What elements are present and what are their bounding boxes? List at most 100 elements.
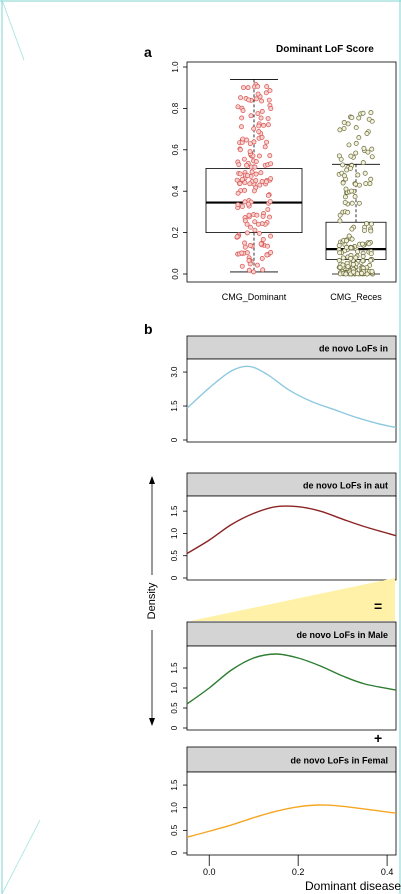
- data-point: [239, 204, 245, 209]
- data-point: [342, 194, 348, 200]
- data-point: [340, 162, 346, 168]
- data-point: [251, 126, 257, 132]
- data-point: [251, 269, 257, 275]
- data-point: [256, 129, 262, 135]
- strip-title: de novo LoFs in aut: [303, 481, 388, 491]
- data-point: [365, 149, 371, 155]
- data-point: [239, 124, 244, 130]
- data-point: [356, 135, 362, 141]
- data-point: [258, 170, 264, 176]
- data-point: [360, 110, 366, 116]
- x-category-label: CMG_Reces: [330, 292, 382, 302]
- data-point: [268, 106, 274, 111]
- data-point: [254, 262, 260, 268]
- page-curl-line: [1, 819, 41, 894]
- data-point: [265, 243, 271, 249]
- data-point: [366, 241, 372, 247]
- y-tick-label: 0.5: [170, 550, 179, 562]
- data-point: [244, 162, 249, 168]
- density-arrowhead-down: [149, 718, 155, 726]
- plus-operator: +: [374, 730, 382, 746]
- data-point: [237, 147, 243, 153]
- data-point: [349, 236, 355, 242]
- data-point: [254, 212, 260, 218]
- data-point: [351, 269, 356, 275]
- data-point: [235, 202, 241, 208]
- data-point: [237, 180, 243, 186]
- data-point: [353, 125, 359, 131]
- data-point: [349, 226, 355, 232]
- data-point: [362, 170, 368, 176]
- data-point: [264, 252, 270, 258]
- data-point: [336, 257, 342, 263]
- box-plot-panel: 0.0 0.2 0.4 0.6 0.8 1.0 CMG_Dominant CMG_Reces: [171, 61, 397, 302]
- data-point: [236, 162, 242, 168]
- data-point: [237, 171, 243, 177]
- data-point: [239, 176, 245, 182]
- x-tick-label: 0.4: [381, 867, 394, 877]
- data-point: [241, 156, 247, 162]
- data-point: [364, 221, 369, 227]
- panel-b-label: b: [144, 321, 153, 337]
- data-point: [268, 176, 274, 182]
- data-point: [235, 190, 241, 196]
- data-point: [262, 144, 268, 150]
- data-point: [349, 200, 355, 206]
- data-point: [363, 181, 369, 187]
- data-point: [242, 187, 248, 193]
- data-point: [364, 271, 370, 277]
- data-point: [242, 244, 248, 250]
- strip-title: de novo LoFs in Femal: [290, 756, 388, 766]
- data-point: [343, 186, 349, 192]
- data-point: [235, 104, 241, 110]
- data-point: [234, 234, 240, 240]
- data-point: [255, 83, 261, 89]
- data-point: [247, 181, 253, 187]
- data-point: [255, 111, 261, 116]
- data-point: [340, 255, 346, 261]
- data-point: [258, 115, 264, 121]
- y-tick-label: 0: [170, 725, 179, 730]
- data-point: [354, 271, 360, 277]
- data-point: [253, 96, 259, 102]
- y-tick-label: 1.5: [170, 505, 179, 517]
- data-point: [337, 218, 343, 224]
- yellow-wedge: [190, 578, 395, 621]
- strip-title: de novo LoFs in: [319, 344, 388, 354]
- data-point: [265, 116, 271, 121]
- data-point: [368, 110, 374, 116]
- data-point: [246, 97, 252, 103]
- data-point: [268, 161, 274, 167]
- data-point: [348, 188, 354, 194]
- data-point: [336, 153, 342, 159]
- data-point: [337, 264, 343, 270]
- y-tick-label: 0.5: [170, 824, 179, 836]
- data-point: [267, 88, 273, 94]
- density-x-axis: 0.0 0.2 0.4: [203, 855, 393, 877]
- data-point: [337, 212, 343, 218]
- data-point: [368, 257, 374, 263]
- data-point: [234, 177, 240, 183]
- y-tick-label: 0: [170, 850, 179, 855]
- data-point: [259, 256, 265, 261]
- data-point: [246, 212, 252, 218]
- data-point: [355, 172, 361, 178]
- data-point: [260, 237, 266, 242]
- data-point: [266, 97, 272, 103]
- data-point: [361, 228, 367, 234]
- data-point: [337, 250, 343, 256]
- data-point: [341, 120, 347, 125]
- data-point: [253, 159, 259, 165]
- density-panels: de novo LoFs in 0 1.5 3.0 de novo LoFs in au…: [170, 335, 397, 856]
- data-point: [264, 84, 270, 90]
- data-point: [260, 267, 266, 273]
- data-point: [368, 251, 374, 257]
- data-point: [268, 233, 273, 239]
- data-point: [359, 270, 365, 276]
- y-tick-label: 0.8: [171, 102, 180, 114]
- strip-plot-frame: [186, 358, 397, 443]
- data-point: [345, 121, 351, 127]
- data-point: [343, 238, 349, 244]
- data-point: [356, 200, 362, 206]
